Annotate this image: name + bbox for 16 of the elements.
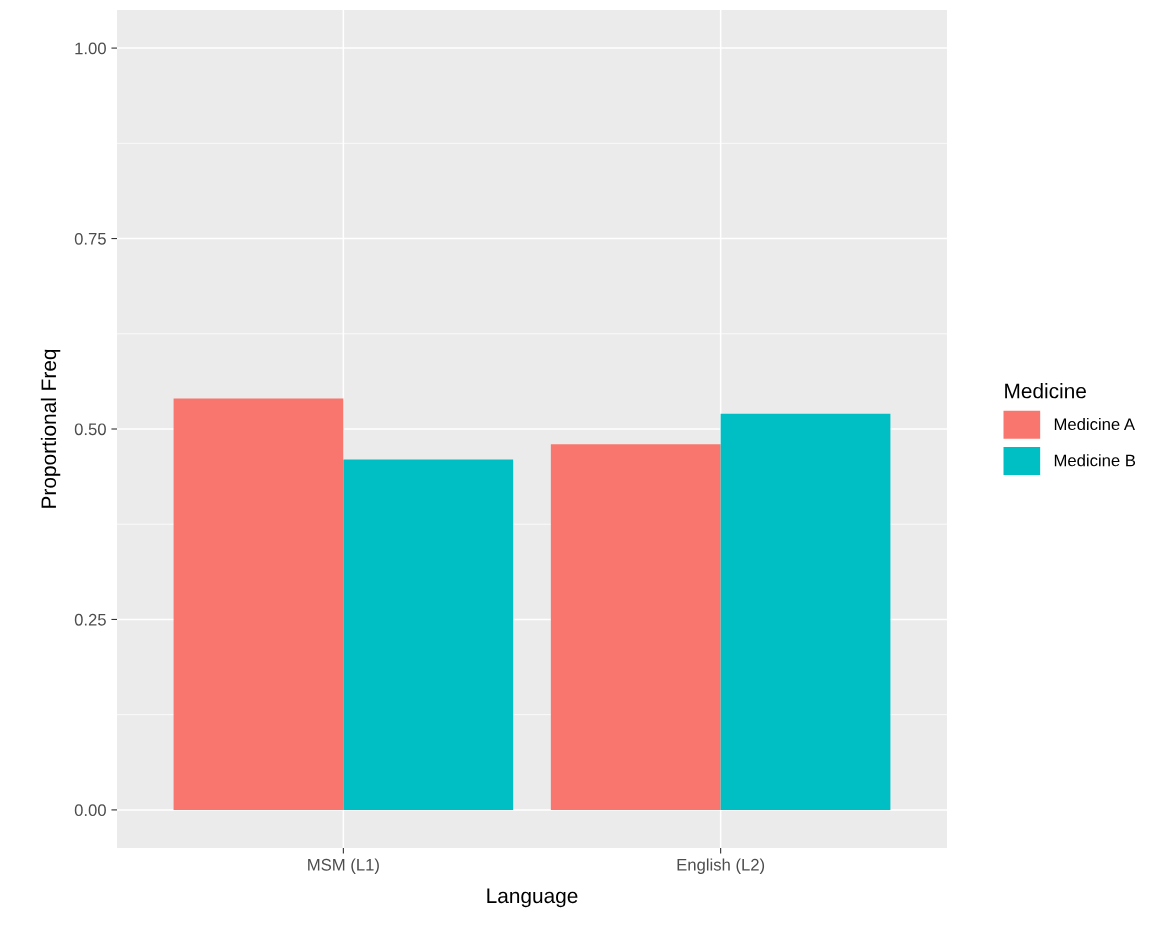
y-axis-title: Proportional Freq (40, 349, 61, 508)
y-tick-label: 0.00 (74, 804, 106, 817)
legend-label: Medicine B (1054, 454, 1136, 467)
x-tick-label: MSM (L1) (308, 858, 379, 874)
y-tick-label: 0.75 (74, 232, 106, 245)
bar (343, 459, 514, 810)
legend-title: Medicine (1005, 383, 1086, 399)
bar (550, 444, 721, 810)
y-tick-label: 0.25 (74, 613, 106, 626)
x-tick-label: English (L2) (677, 858, 765, 874)
x-axis-title: Language (487, 888, 578, 908)
y-tick-label: 1.00 (75, 42, 106, 55)
bar (173, 398, 344, 810)
y-tick-label: 0.50 (74, 423, 106, 436)
bar (720, 413, 891, 810)
legend-label: Medicine A (1054, 417, 1135, 431)
